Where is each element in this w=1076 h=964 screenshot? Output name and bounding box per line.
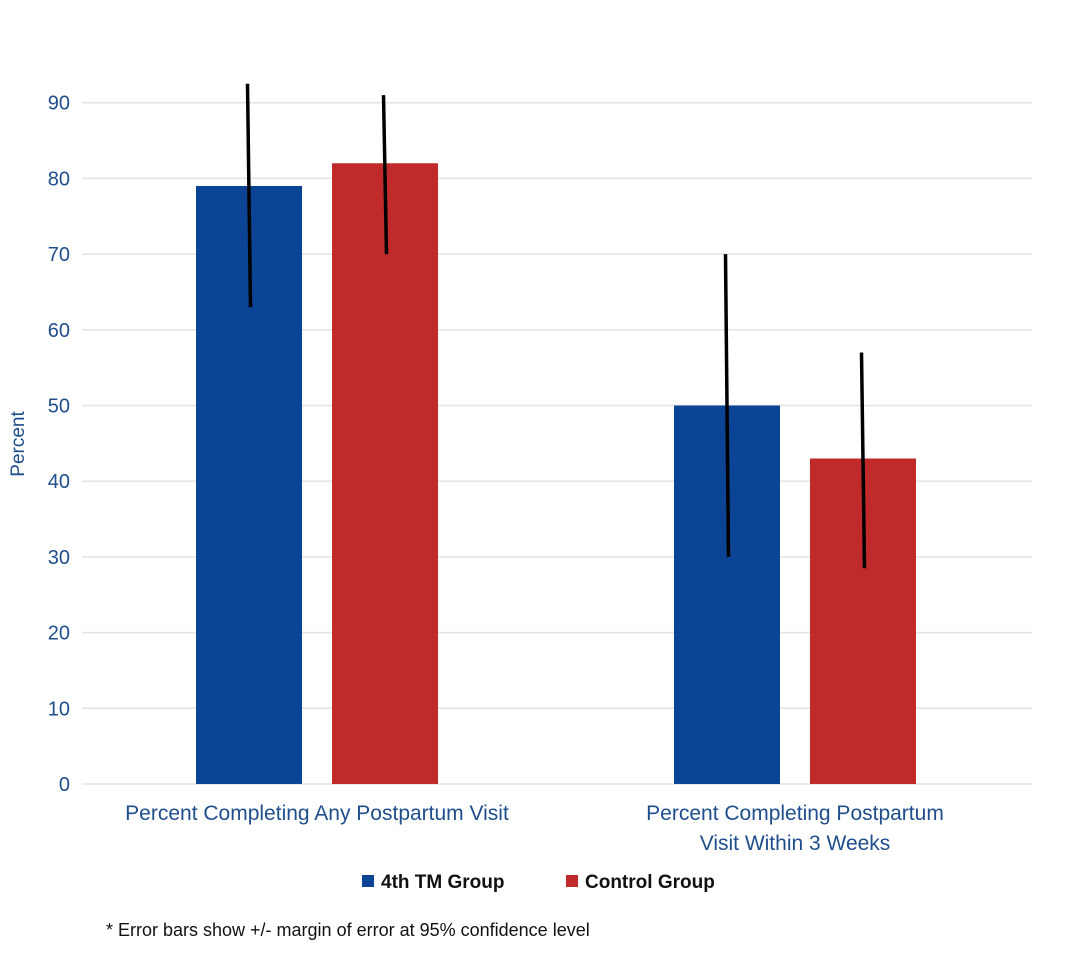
x-category-label: Percent Completing Any Postpartum Visit	[125, 802, 509, 825]
error-bar	[859, 352, 867, 569]
y-tick-label: 30	[48, 547, 70, 569]
error-bar	[381, 95, 389, 255]
y-tick-label: 40	[48, 471, 70, 493]
bars	[196, 163, 916, 785]
legend-label: 4th TM Group	[381, 872, 504, 893]
y-tick-label: 20	[48, 623, 70, 645]
x-axis-categories: Percent Completing Any Postpartum Visit P…	[125, 802, 944, 855]
y-tick-label: 50	[48, 396, 70, 418]
legend-label: Control Group	[585, 872, 715, 893]
x-category-label-line: Percent Completing Postpartum	[646, 802, 944, 825]
y-tick-label: 80	[48, 168, 70, 190]
y-tick-label: 90	[48, 93, 70, 115]
y-tick-label: 70	[48, 244, 70, 266]
x-category-label: Percent Completing Postpartum Visit Withi…	[646, 802, 944, 855]
x-category-label-line: Percent Completing Any Postpartum Visit	[125, 802, 509, 825]
y-tick-label: 10	[48, 698, 70, 720]
bar	[332, 163, 438, 784]
y-axis-label: Percent	[8, 411, 29, 477]
error-bar	[245, 83, 253, 308]
x-category-label-line: Visit Within 3 Weeks	[700, 832, 891, 855]
error-bar	[723, 254, 731, 557]
error-bars	[245, 83, 867, 569]
legend: 4th TM Group Control Group	[362, 872, 715, 893]
y-axis-ticks: 0 10 20 30 40 50 60 70 80 90	[48, 93, 70, 796]
footnote: * Error bars show +/- margin of error at…	[106, 920, 590, 940]
legend-swatch	[362, 875, 374, 887]
y-tick-label: 60	[48, 320, 70, 342]
y-tick-label: 0	[59, 774, 70, 796]
legend-swatch	[566, 875, 578, 887]
